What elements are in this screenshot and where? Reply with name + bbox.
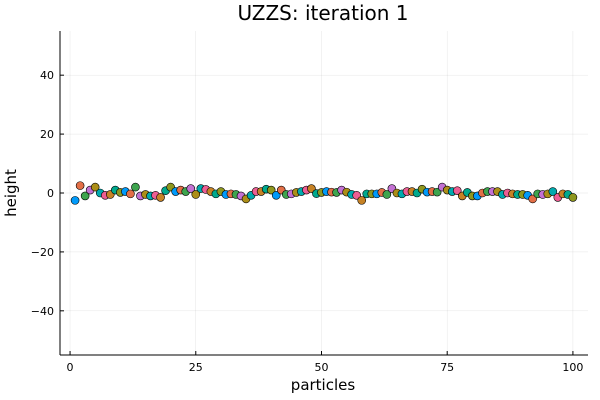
data-point	[75, 181, 85, 190]
data-point	[126, 189, 135, 199]
x-axis-label: particles	[291, 376, 356, 394]
x-tick-label: 50	[314, 361, 328, 374]
x-tick-label: 75	[440, 361, 454, 374]
data-point	[186, 184, 196, 193]
y-axis-label: height	[2, 169, 20, 217]
y-tick-label: −20	[31, 246, 54, 259]
data-point	[80, 191, 90, 201]
data-point	[382, 190, 392, 199]
data-points	[70, 181, 578, 205]
grid	[60, 31, 588, 355]
data-point	[156, 193, 165, 202]
data-point	[548, 187, 558, 196]
y-tick-label: −40	[31, 305, 54, 318]
chart-title: UZZS: iteration 1	[237, 1, 408, 25]
data-point	[131, 182, 140, 192]
data-point	[90, 182, 100, 192]
data-point	[271, 191, 281, 200]
data-point	[452, 186, 462, 195]
data-point	[266, 185, 276, 195]
y-tick-label: 40	[40, 69, 54, 82]
x-tick-label: 0	[67, 361, 74, 374]
y-tick-label: 20	[40, 128, 54, 141]
x-tick-label: 100	[562, 361, 583, 374]
data-point	[70, 196, 80, 205]
ticks: 0 25 50 75 100 −40 −20 0 20 40	[31, 69, 584, 374]
data-point	[568, 193, 578, 202]
x-tick-label: 25	[189, 361, 203, 374]
data-point	[357, 196, 367, 205]
y-tick-label: 0	[47, 187, 54, 200]
data-point	[191, 190, 201, 199]
